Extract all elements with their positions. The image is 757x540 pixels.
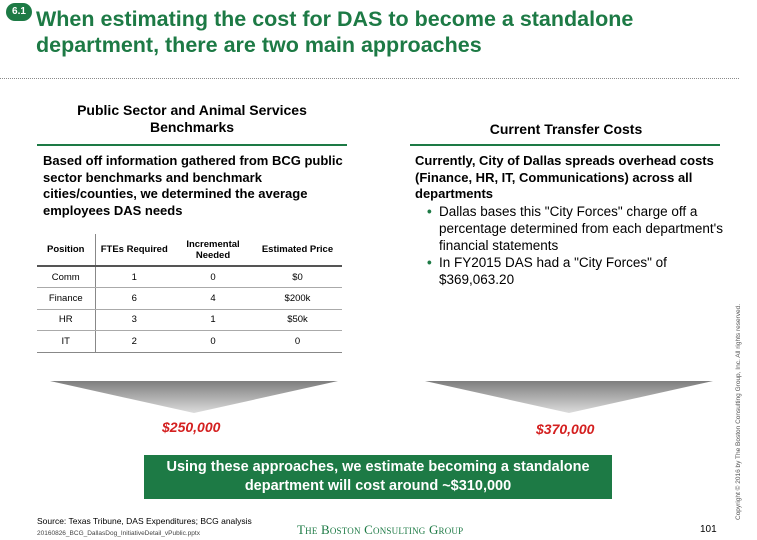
table-cell: HR [37, 309, 96, 331]
table-cell: 0 [173, 330, 253, 353]
bcg-logo: The Boston Consulting Group [297, 522, 464, 537]
table-cell: 0 [173, 266, 253, 288]
benchmark-table: Position FTEs Required Incremental Neede… [37, 234, 342, 353]
table-row: Comm 1 0 $0 [37, 266, 342, 288]
table-header-cell: Incremental Needed [173, 234, 253, 267]
right-bullet-list: • Dallas bases this "City Forces" charge … [427, 203, 727, 288]
right-heading-rule [410, 144, 720, 146]
table-cell: 3 [95, 309, 173, 331]
table-cell: 1 [95, 266, 173, 288]
source-note: Source: Texas Tribune, DAS Expenditures;… [37, 516, 252, 526]
table-cell: $50k [253, 309, 342, 331]
table-row: HR 3 1 $50k [37, 309, 342, 331]
table-header-row: Position FTEs Required Incremental Neede… [37, 234, 342, 267]
right-total-amount: $370,000 [536, 421, 595, 437]
section-badge: 6.1 [6, 3, 32, 21]
table-cell: $0 [253, 266, 342, 288]
table-cell: 6 [95, 287, 173, 310]
right-lead-text: Currently, City of Dallas spreads overhe… [415, 153, 714, 201]
left-heading-rule [37, 144, 347, 146]
title-divider [0, 78, 739, 79]
table-row: IT 2 0 0 [37, 330, 342, 353]
copyright-notice: Copyright © 2016 by The Boston Consultin… [735, 303, 742, 520]
table-cell: IT [37, 330, 96, 353]
table-cell: 0 [253, 330, 342, 353]
conclusion-banner: Using these approaches, we estimate beco… [144, 455, 612, 499]
table-row: Finance 6 4 $200k [37, 287, 342, 310]
bullet-text: In FY2015 DAS had a "City Forces" of $36… [439, 255, 667, 287]
table-cell: $200k [253, 287, 342, 310]
right-down-arrow-icon [425, 381, 713, 413]
table-cell: 4 [173, 287, 253, 310]
table-cell: Comm [37, 266, 96, 288]
bullet-dot-icon: • [427, 204, 432, 219]
table-cell: 2 [95, 330, 173, 353]
table-header-cell: FTEs Required [95, 234, 173, 267]
list-item: • In FY2015 DAS had a "City Forces" of $3… [427, 254, 727, 288]
left-total-amount: $250,000 [162, 419, 221, 435]
right-column-heading: Current Transfer Costs [489, 121, 643, 137]
left-column-heading: Public Sector and Animal Services Benchm… [77, 102, 307, 135]
table-header-cell: Position [37, 234, 96, 267]
slide-title: When estimating the cost for DAS to beco… [36, 7, 634, 57]
table-header-cell: Estimated Price [253, 234, 342, 267]
table-cell: Finance [37, 287, 96, 310]
left-lead-text: Based off information gathered from BCG … [43, 153, 343, 218]
left-down-arrow-icon [50, 381, 338, 413]
bullet-text: Dallas bases this "City Forces" charge o… [439, 204, 723, 253]
table-cell: 1 [173, 309, 253, 331]
file-name: 20160826_BCG_DallasDog_InitiativeDetail_… [37, 530, 200, 537]
page-number: 101 [700, 524, 717, 535]
list-item: • Dallas bases this "City Forces" charge … [427, 203, 727, 254]
bullet-dot-icon: • [427, 255, 432, 270]
